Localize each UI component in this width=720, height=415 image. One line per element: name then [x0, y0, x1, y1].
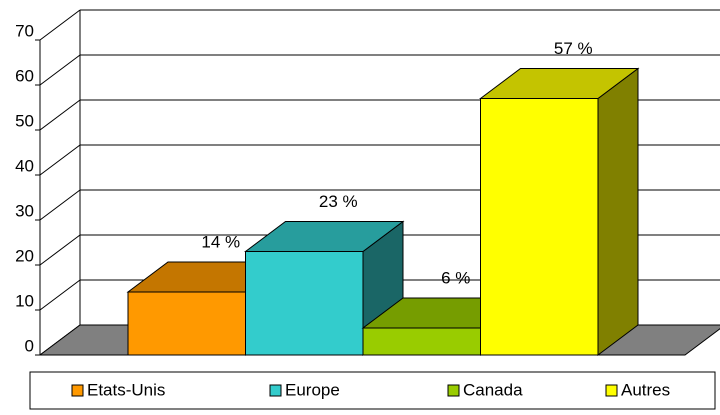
y-tick-label: 20	[15, 246, 34, 265]
legend-label: Autres	[621, 380, 670, 399]
data-label: 23 %	[319, 192, 358, 211]
legend-swatch	[269, 384, 282, 397]
grid-line-side	[39, 144, 81, 176]
grid-line-side	[39, 279, 81, 311]
bar-side	[597, 67, 639, 356]
bar	[245, 251, 364, 356]
y-tick-label: 40	[15, 156, 34, 175]
data-label: 6 %	[441, 268, 470, 287]
legend-swatch	[71, 384, 84, 397]
grid-line-side	[39, 9, 81, 41]
y-tick-label: 10	[15, 291, 34, 310]
data-label: 14 %	[201, 232, 240, 251]
bar	[480, 98, 599, 356]
y-tick-label: 50	[15, 111, 34, 130]
y-tick-label: 30	[15, 201, 34, 220]
legend-label: Canada	[463, 380, 523, 399]
y-tick-label: 70	[15, 21, 34, 40]
grid-line-side	[39, 189, 81, 221]
data-label: 57 %	[554, 39, 593, 58]
legend-label: Europe	[285, 380, 340, 399]
grid-line-side	[39, 99, 81, 131]
legend-box	[29, 371, 716, 410]
legend-swatch	[447, 384, 460, 397]
y-tick-label: 60	[15, 66, 34, 85]
legend-label: Etats-Unis	[87, 380, 165, 399]
legend-swatch	[605, 384, 618, 397]
grid-line-side	[39, 54, 81, 86]
y-tick-label: 0	[25, 336, 34, 355]
bar	[127, 291, 246, 356]
bar	[362, 327, 481, 356]
grid-line-side	[39, 234, 81, 266]
